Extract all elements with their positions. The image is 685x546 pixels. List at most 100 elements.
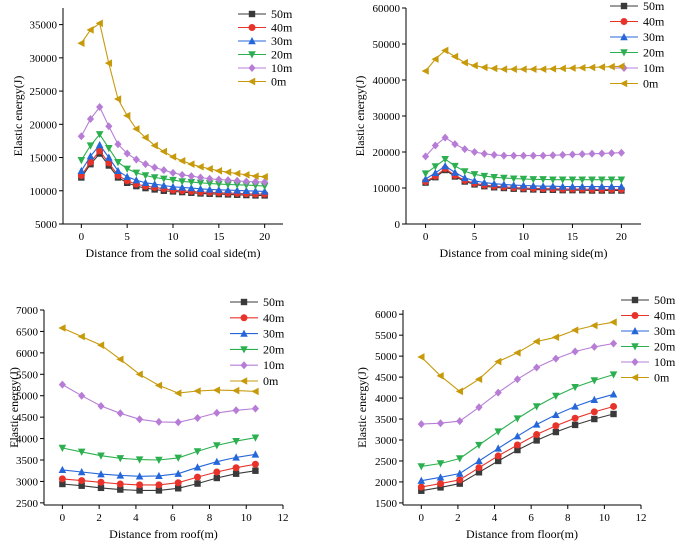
data-point [174, 469, 183, 477]
data-point [155, 471, 163, 480]
data-point [213, 468, 221, 476]
data-point [252, 467, 259, 474]
series-50m [59, 467, 259, 494]
data-point [141, 160, 150, 169]
legend-marker [631, 296, 639, 304]
legend-marker [240, 361, 248, 370]
y-tick-label: 0 [395, 219, 401, 231]
data-point [123, 111, 131, 120]
data-point [513, 432, 522, 440]
data-point [160, 181, 168, 189]
data-point [155, 487, 163, 494]
data-point [196, 163, 204, 171]
data-point [116, 409, 124, 418]
x-tick-label: 0 [423, 231, 429, 243]
data-point [105, 153, 113, 161]
data-point [571, 402, 579, 410]
data-point [441, 156, 449, 164]
y-tick-label: 10000 [373, 183, 401, 195]
data-point [104, 59, 113, 67]
data-point [578, 63, 586, 72]
data-point [456, 417, 464, 426]
data-point [475, 469, 483, 476]
data-point [232, 470, 240, 477]
data-point [578, 176, 587, 184]
legend-marker [240, 377, 248, 385]
data-point [470, 171, 479, 179]
series-20m [77, 131, 269, 191]
y-tick-label: 4500 [16, 412, 39, 424]
data-point [97, 470, 105, 478]
data-point [77, 448, 86, 456]
legend-item-20m: 20m [238, 48, 293, 62]
data-point [141, 133, 149, 142]
legend-label: 10m [643, 61, 665, 75]
data-point [475, 456, 483, 465]
y-tick-label: 3000 [375, 435, 398, 447]
data-point [539, 151, 547, 160]
data-point [242, 171, 250, 179]
data-point [588, 149, 596, 158]
data-point [96, 147, 104, 155]
y-tick-label: 20000 [30, 119, 58, 131]
legend-item-10m: 10m [238, 61, 293, 75]
data-point [578, 182, 587, 190]
data-point [224, 181, 232, 189]
data-point [431, 163, 440, 171]
data-point [494, 428, 502, 436]
x-tick-label: 5 [124, 231, 130, 243]
x-tick-label: 10 [241, 512, 253, 524]
y-tick-label: 50000 [373, 39, 401, 51]
legend-label: 20m [643, 46, 665, 60]
data-point [551, 333, 560, 342]
data-point [437, 484, 444, 491]
data-point [500, 180, 508, 188]
data-point [251, 182, 260, 190]
data-point [441, 162, 449, 170]
y-axis-title: Elastic energy(J) [11, 76, 25, 157]
x-axis-title: Distance from floor(m) [466, 527, 578, 541]
data-point [86, 114, 95, 123]
data-point [519, 175, 528, 183]
data-point [155, 456, 163, 464]
x-axis-title: Distance from the solid coal side(m) [86, 246, 261, 260]
y-axis-title: Elastic energy(J) [355, 367, 369, 448]
data-point [470, 176, 479, 184]
data-point [132, 155, 140, 164]
legend-label: 0m [654, 371, 670, 385]
data-point [251, 434, 260, 442]
legend-label: 20m [271, 48, 293, 62]
data-point [114, 166, 122, 175]
data-point [588, 182, 596, 190]
series-0m [77, 19, 268, 181]
data-point [436, 372, 444, 380]
data-point [224, 168, 232, 176]
series-50m [418, 410, 617, 494]
data-point [558, 176, 567, 184]
x-axis-title: Distance from coal mining side(m) [440, 246, 608, 260]
data-point [155, 417, 163, 426]
data-point [174, 389, 182, 397]
data-point [451, 140, 459, 149]
data-point [552, 354, 560, 363]
legend-item-0m: 0m [230, 374, 279, 388]
legend-marker [620, 79, 628, 88]
legend-item-20m: 20m [621, 340, 676, 354]
data-point [97, 452, 105, 460]
data-point [514, 446, 521, 454]
legend-label: 0m [643, 77, 659, 91]
y-tick-label: 6500 [16, 326, 39, 338]
data-point [455, 469, 464, 477]
legend-item-40m: 40m [621, 309, 676, 323]
data-point [475, 403, 483, 412]
data-point [598, 149, 606, 158]
data-point [213, 442, 221, 450]
data-point [441, 133, 449, 142]
data-point [232, 437, 240, 446]
legend-label: 30m [654, 324, 676, 338]
data-point [578, 150, 586, 159]
data-point [194, 473, 202, 481]
data-point [205, 185, 214, 193]
data-point [141, 178, 150, 186]
y-tick-label: 5500 [375, 330, 398, 342]
